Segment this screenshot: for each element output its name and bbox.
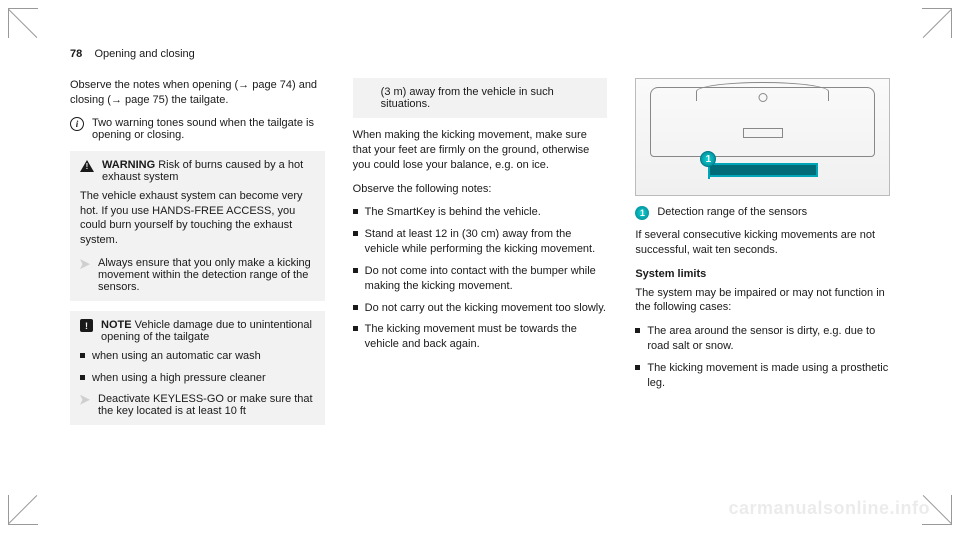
observe-intro: Observe the following notes: [353,182,608,197]
note-label: NOTE [101,319,132,331]
kicking-advice: When making the kicking movement, make s… [353,128,608,173]
warning-box: WARNING Risk of burns caused by a hot ex… [70,151,325,301]
warning-heading: WARNING Risk of burns caused by a hot ex… [102,159,315,183]
retry-advice: If several consecutive kicking movements… [635,228,890,258]
page-content: 78 Opening and closing Observe the notes… [70,48,890,485]
info-icon: i [70,117,84,131]
crop-mark [8,495,38,525]
info-note: i Two warning tones sound when the tailg… [70,117,325,141]
note-subtitle: Vehicle damage due to unintentional open… [101,319,312,343]
note-action-text: Deactivate KEYLESS-GO or make sure that … [98,393,315,417]
note-bullet: when using an automatic car wash [80,349,315,364]
column-3: 1 1 Detection range of the sensors If se… [635,78,890,435]
list-item: The kicking movement must be towards the… [353,322,608,352]
note-bullet: when using a high pressure cleaner [80,371,315,386]
warning-action: Always ensure that you only make a kicki… [80,257,315,293]
warning-label: WARNING [102,159,155,171]
list-item: The area around the sensor is dirty, e.g… [635,324,890,354]
warning-icon [80,160,94,172]
system-limits-intro: The system may be impaired or may not fu… [635,286,890,316]
sensor-figure: 1 [635,78,890,196]
info-text: Two warning tones sound when the tailgat… [92,117,325,141]
note-cont-text: (3 m) away from the vehicle in such situ… [381,86,554,110]
arrow-icon [80,395,90,405]
observe-list: The SmartKey is behind the vehicle. Stan… [353,205,608,352]
column-2: (3 m) away from the vehicle in such situ… [353,78,608,435]
note-action: Deactivate KEYLESS-GO or make sure that … [80,393,315,417]
license-plate [743,128,783,138]
list-item: The kicking movement is made using a pro… [635,361,890,391]
page-number: 78 [70,48,82,60]
crop-mark [922,8,952,38]
brand-logo-icon [758,93,767,102]
watermark: carmanualsonline.info [728,498,930,519]
arrow-icon [80,259,90,269]
note-continuation: (3 m) away from the vehicle in such situ… [353,78,608,118]
warning-body: The vehicle exhaust system can become ve… [80,189,315,248]
system-limits-heading: System limits [635,267,890,282]
warning-action-text: Always ensure that you only make a kicki… [98,257,315,293]
intro-text: Observe the notes when opening (→ page 7… [70,78,325,108]
list-item: Do not come into contact with the bumper… [353,264,608,294]
list-item: The SmartKey is behind the vehicle. [353,205,608,220]
note-box: ! NOTE Vehicle damage due to unintention… [70,311,325,425]
list-item: Stand at least 12 in (30 cm) away from t… [353,227,608,257]
note-heading: NOTE Vehicle damage due to unintentional… [101,319,315,343]
column-1: Observe the notes when opening (→ page 7… [70,78,325,435]
legend-number-1: 1 [635,206,649,220]
page-header: 78 Opening and closing [70,48,890,60]
figure-legend: 1 Detection range of the sensors [635,206,890,220]
legend-text: Detection range of the sensors [657,206,807,218]
crop-mark [8,8,38,38]
system-limits-list: The area around the sensor is dirty, e.g… [635,324,890,390]
note-icon: ! [80,319,93,332]
list-item: Do not carry out the kicking movement to… [353,301,608,316]
car-outline [650,87,875,157]
sensor-range-bar [708,163,818,177]
section-title: Opening and closing [94,48,194,60]
